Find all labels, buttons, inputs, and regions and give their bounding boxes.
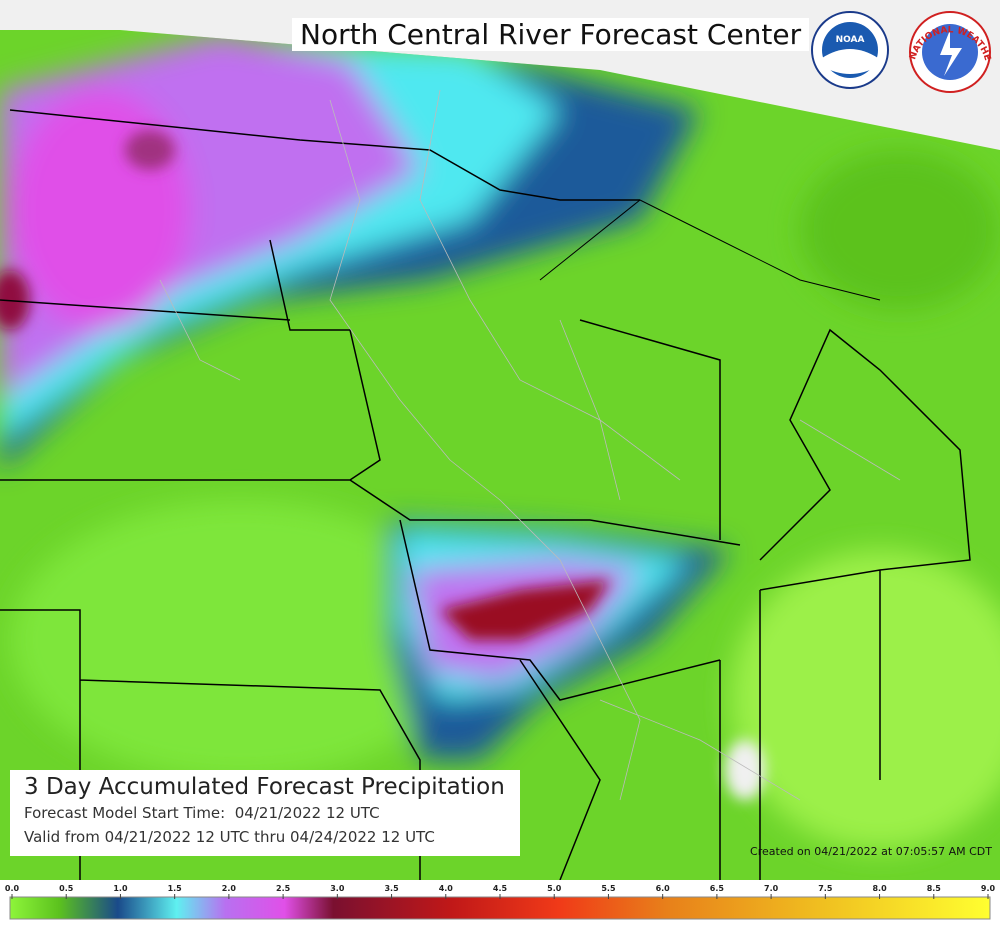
legend-label: 3.5 [384,884,399,893]
valid-range: Valid from 04/21/2022 12 UTC thru 04/24/… [24,828,435,846]
legend-label: 1.5 [168,884,183,893]
map-title: North Central River Forecast Center [292,18,810,51]
legend-label: 6.0 [656,884,671,893]
color-scale [9,896,991,920]
legend-ticks: 0.0 0.5 1.0 1.5 2.0 2.5 3.0 3.5 4.0 4.5 5.0 5.5 6.0 6… [5,884,996,899]
legend-label: 0.0 [5,884,20,893]
legend-label: 7.5 [818,884,833,893]
legend-label: 8.0 [872,884,887,893]
caption-box: 3 Day Accumulated Forecast Precipitation… [10,770,520,856]
start-time: Forecast Model Start Time: 04/21/2022 12… [24,804,380,822]
legend-label: 7.0 [764,884,779,893]
legend-label: 5.0 [547,884,562,893]
legend-label: 4.5 [493,884,508,893]
caption-title: 3 Day Accumulated Forecast Precipitation [24,774,505,800]
noaa-logo: NOAA [811,11,889,89]
legend-label: 5.5 [601,884,616,893]
created-time: Created on 04/21/2022 at 07:05:57 AM CDT [750,845,992,858]
noaa-logo-text: NOAA [836,35,865,45]
state-borders [0,109,971,881]
legend-label: 9.0 [981,884,996,893]
legend-label: 3.0 [330,884,345,893]
basin-lines [159,89,901,801]
legend-label: 0.5 [59,884,74,893]
legend-label: 4.0 [439,884,454,893]
legend-label: 2.5 [276,884,291,893]
legend-label: 1.0 [113,884,128,893]
precip-field [0,30,1000,880]
legend-label: 8.5 [927,884,942,893]
legend-label: 6.5 [710,884,725,893]
legend-label: 2.0 [222,884,237,893]
